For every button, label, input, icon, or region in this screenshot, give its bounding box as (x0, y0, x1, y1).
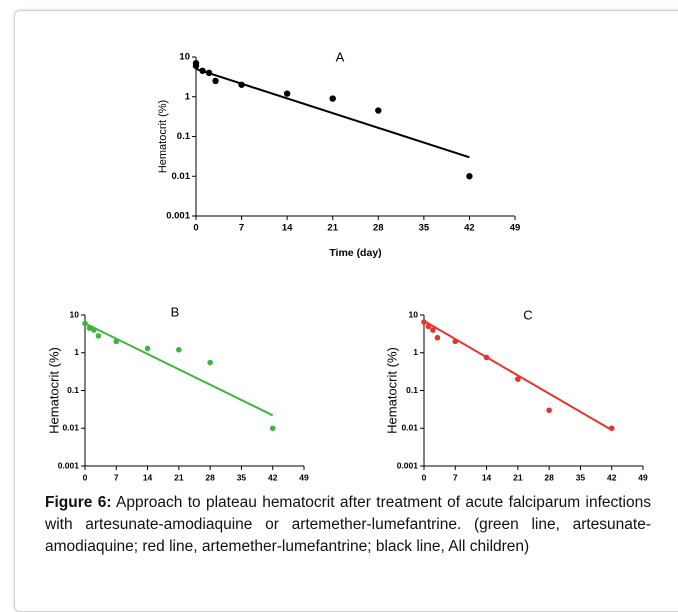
data-point (176, 346, 182, 353)
y-tick-label: 10 (409, 309, 419, 319)
x-tick-label: 28 (373, 223, 384, 234)
x-tick-label: 0 (83, 472, 88, 482)
x-tick-label: 49 (299, 472, 309, 482)
data-point (283, 90, 291, 97)
x-tick-label: 35 (237, 472, 247, 482)
chart-title: C (523, 307, 532, 322)
y-tick-label: 1 (413, 347, 418, 357)
data-point (192, 62, 200, 70)
y-tick-label: 0.1 (67, 385, 79, 395)
y-tick-label: 1 (74, 347, 79, 357)
x-tick-label: 0 (422, 472, 427, 482)
y-tick-label: 0.01 (401, 423, 418, 433)
fit-line (195, 68, 470, 159)
y-axis-label: Hematocrit (%) (157, 100, 169, 173)
y-tick-label: 10 (70, 309, 80, 319)
data-point (375, 107, 382, 114)
x-tick-label: 28 (205, 472, 215, 482)
x-axis-label: Time (day) (329, 247, 381, 259)
data-point (212, 77, 219, 85)
x-tick-label: 49 (510, 223, 521, 234)
x-tick-label: 21 (327, 223, 338, 234)
x-tick-label: 49 (638, 472, 648, 482)
data-point (329, 95, 336, 102)
x-tick-label: 14 (282, 223, 293, 234)
data-point (95, 333, 102, 339)
data-point (546, 407, 552, 414)
y-axis-label: Hematocrit (%) (384, 347, 399, 434)
chart-title: A (336, 49, 345, 64)
x-tick-label: 35 (419, 223, 430, 234)
data-point (269, 425, 276, 432)
data-point (144, 345, 151, 352)
y-axis-label: Hematocrit (%) (46, 347, 61, 434)
caption-label: Figure 6: (45, 494, 112, 511)
y-tick-label: 0.001 (166, 211, 190, 222)
fit-line (84, 322, 274, 417)
y-tick-label: 0.01 (172, 171, 191, 182)
caption: Figure 6: Approach to plateau hematocrit… (45, 492, 651, 558)
caption-text: Approach to plateau hematocrit after tre… (45, 494, 651, 555)
y-tick-label: 1 (185, 91, 191, 102)
y-tick-label: 10 (179, 52, 190, 63)
x-tick-label: 0 (193, 223, 198, 234)
x-tick-label: 35 (576, 472, 586, 482)
y-tick-label: 0.001 (397, 460, 419, 470)
x-tick-label: 7 (114, 472, 119, 482)
y-tick-label: 0.1 (406, 385, 418, 395)
y-tick-label: 0.01 (62, 423, 79, 433)
x-tick-label: 42 (268, 472, 278, 482)
chart-title: B (171, 304, 180, 319)
x-tick-label: 21 (513, 472, 523, 482)
data-point (515, 376, 521, 382)
x-tick-label: 42 (464, 223, 475, 234)
data-point (466, 173, 473, 180)
y-tick-label: 0.001 (58, 460, 80, 470)
x-tick-label: 21 (174, 472, 184, 482)
data-point (430, 327, 436, 333)
fit-line (423, 319, 613, 431)
x-tick-label: 7 (239, 223, 244, 234)
x-tick-label: 14 (143, 472, 153, 482)
y-tick-label: 0.1 (177, 131, 191, 142)
x-tick-label: 42 (607, 472, 617, 482)
x-tick-label: 28 (544, 472, 554, 482)
data-point (434, 334, 441, 341)
data-point (207, 359, 213, 366)
x-tick-label: 7 (453, 472, 458, 482)
x-tick-label: 14 (482, 472, 492, 482)
